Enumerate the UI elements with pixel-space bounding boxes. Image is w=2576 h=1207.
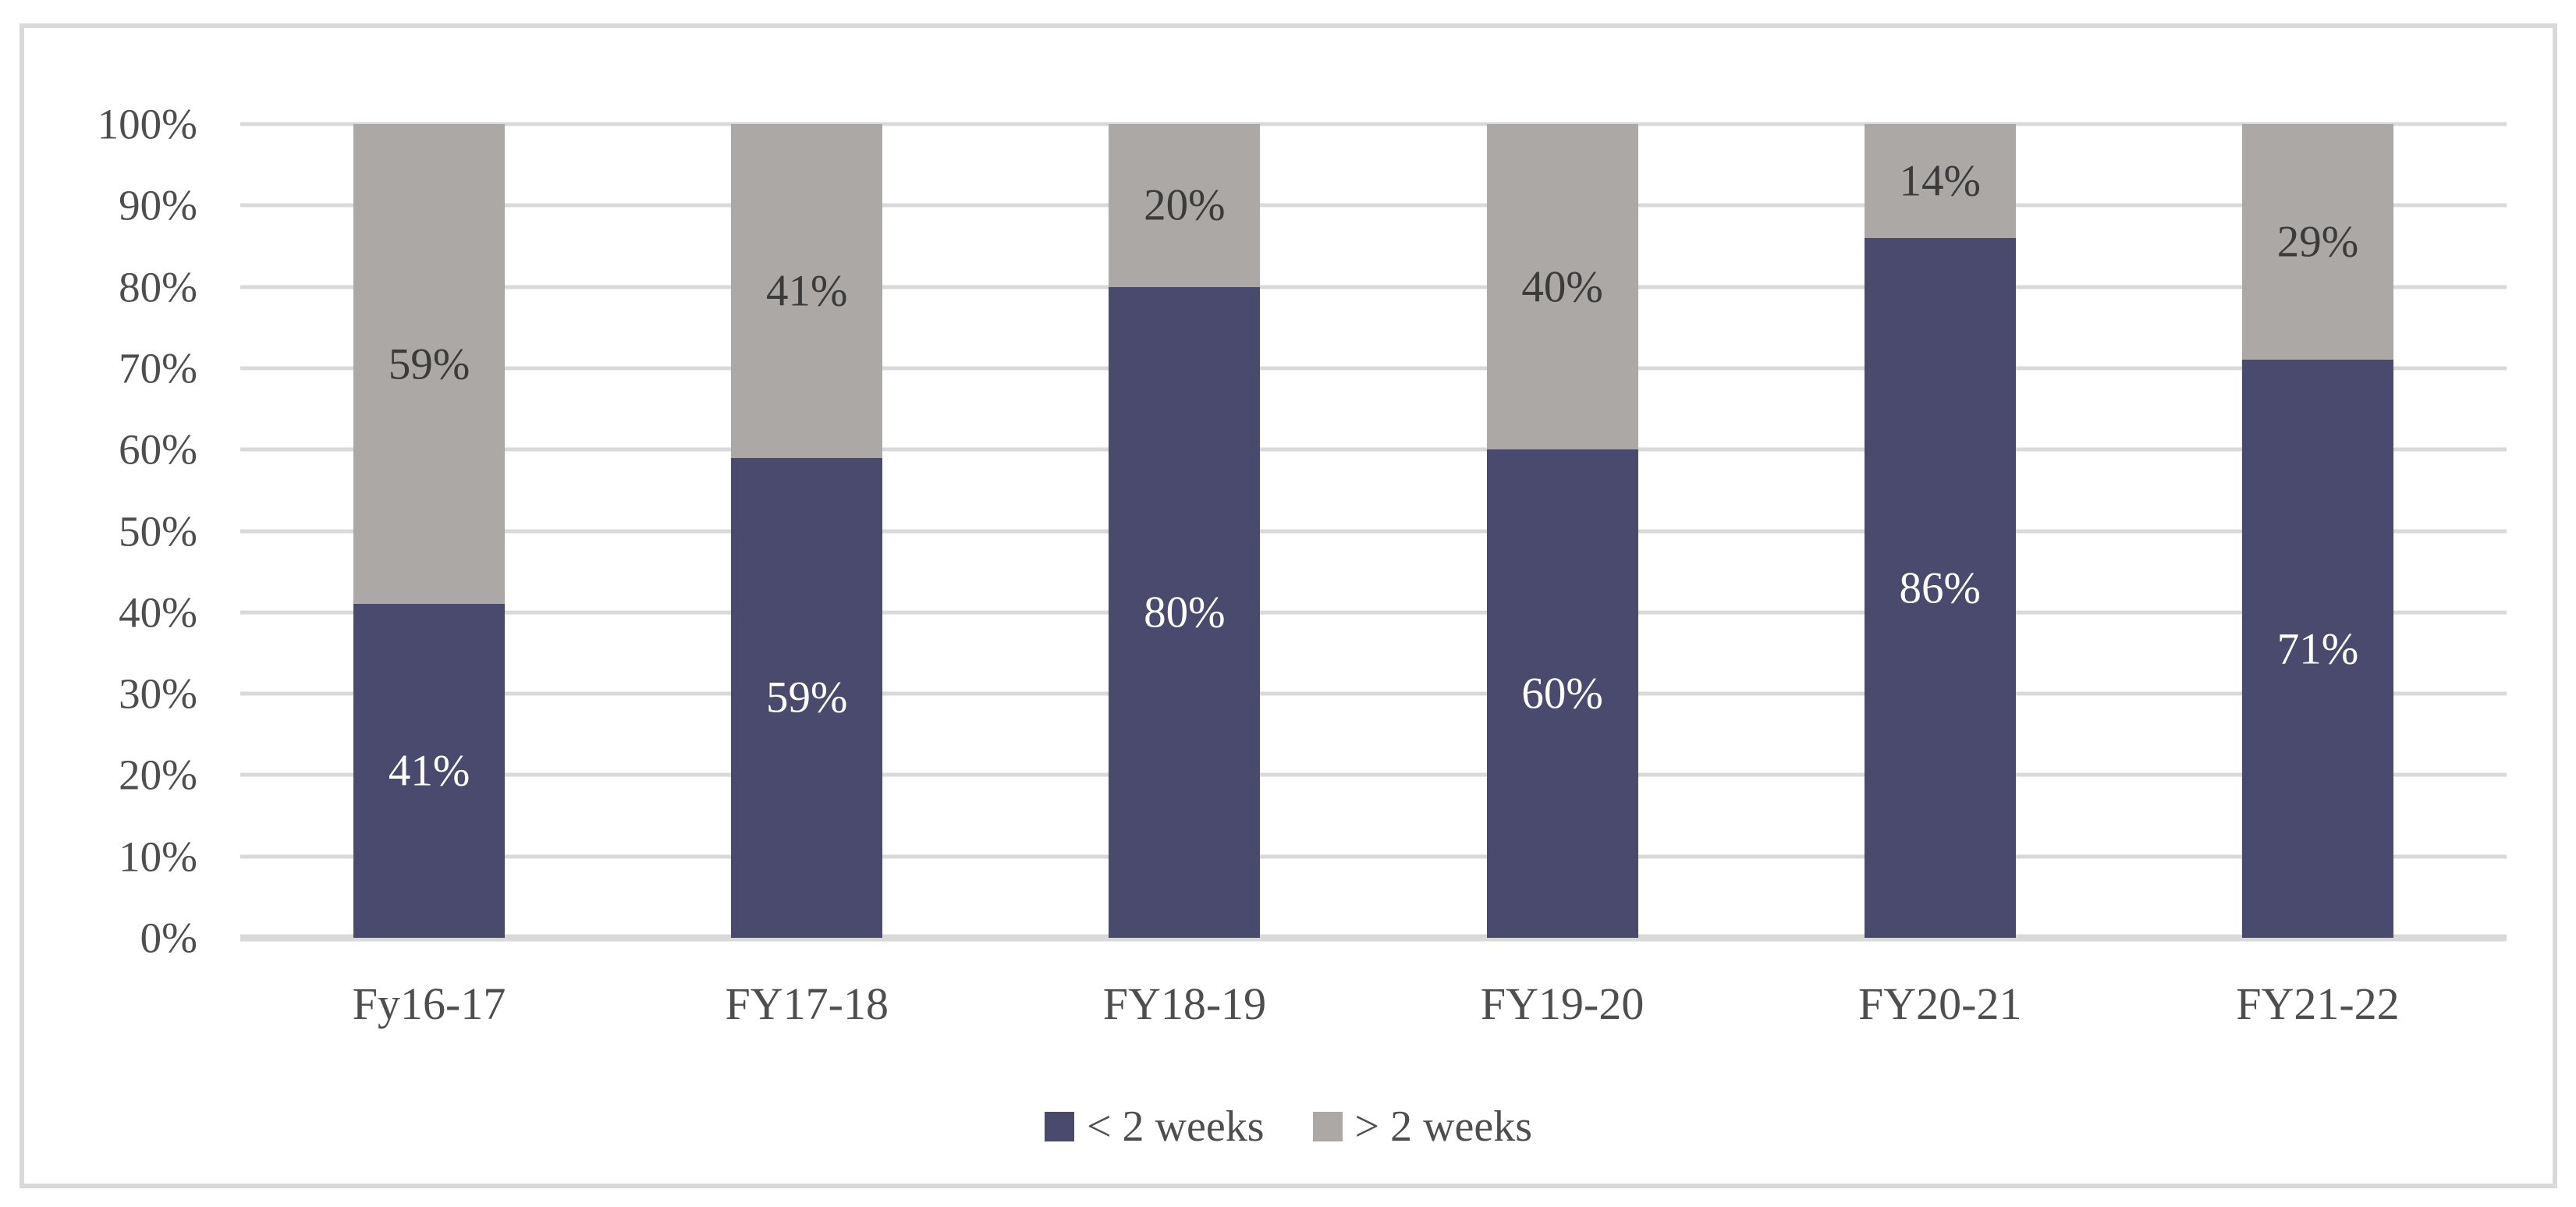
- legend-label: > 2 weeks: [1354, 1102, 1533, 1151]
- x-axis-category-label: FY17-18: [725, 978, 889, 1029]
- y-axis-tick-label: 40%: [119, 588, 197, 637]
- data-label: 14%: [1899, 156, 1981, 206]
- legend-item-gt-2-weeks: > 2 weeks: [1312, 1102, 1533, 1151]
- stacked-bar-fy19-20: 60% 40%: [1486, 124, 1638, 938]
- gridline: [240, 529, 2507, 533]
- segment-gt-2-weeks: 20%: [1109, 124, 1261, 287]
- legend-swatch-icon: [1312, 1112, 1343, 1141]
- x-axis-category-label: FY19-20: [1480, 978, 1645, 1029]
- data-label: 86%: [1899, 563, 1981, 613]
- gridline: [240, 447, 2507, 452]
- chart-frame-border: 0% 10% 20% 30% 40% 50% 60% 70% 80% 90% 100% 41% 59%…: [20, 23, 2557, 1188]
- y-axis-tick-label: 0%: [140, 914, 197, 962]
- plot-area: 41% 59% 59% 41% 80% 20% 60% 40% 86% 14% 71% 29%: [240, 122, 2507, 942]
- data-label: 20%: [1144, 180, 1226, 230]
- gridline: [240, 285, 2507, 289]
- segment-lt-2-weeks: 80%: [1109, 286, 1261, 938]
- segment-gt-2-weeks: 14%: [1864, 124, 2016, 239]
- legend: < 2 weeks > 2 weeks: [24, 1105, 2553, 1148]
- data-label: 59%: [766, 673, 848, 722]
- y-axis-tick-label: 20%: [119, 751, 197, 799]
- bar-slot-fy20-21: 86% 14%: [1751, 124, 2129, 938]
- stacked-bar-fy16-17: 41% 59%: [353, 124, 506, 938]
- segment-lt-2-weeks: 71%: [2241, 360, 2393, 938]
- y-axis-tick-label: 30%: [119, 669, 197, 718]
- segment-gt-2-weeks: 40%: [1486, 124, 1638, 450]
- segment-gt-2-weeks: 29%: [2241, 124, 2393, 360]
- gridline: [240, 854, 2507, 859]
- y-axis-tick-label: 100%: [97, 100, 197, 148]
- stacked-bar-fy18-19: 80% 20%: [1109, 124, 1261, 938]
- bars-layer: 41% 59% 59% 41% 80% 20% 60% 40% 86% 14% 71% 29%: [240, 124, 2507, 938]
- gridline: [240, 366, 2507, 371]
- gridline: [240, 691, 2507, 696]
- gridline: [240, 610, 2507, 615]
- stacked-bar-fy21-22: 71% 29%: [2241, 124, 2393, 938]
- legend-label: < 2 weeks: [1086, 1102, 1265, 1151]
- stacked-bar-fy17-18: 59% 41%: [731, 124, 883, 938]
- bar-slot-fy17-18: 59% 41%: [618, 124, 995, 938]
- y-axis-tick-label: 10%: [119, 832, 197, 881]
- data-label: 41%: [766, 266, 848, 316]
- y-axis-tick-label: 90%: [119, 181, 197, 229]
- stacked-bar-fy20-21: 86% 14%: [1864, 124, 2016, 938]
- segment-lt-2-weeks: 59%: [731, 457, 883, 938]
- bar-slot-fy19-20: 60% 40%: [1374, 124, 1751, 938]
- segment-lt-2-weeks: 86%: [1864, 238, 2016, 938]
- x-axis-category-label: Fy16-17: [352, 978, 506, 1029]
- y-axis-tick-label: 50%: [119, 507, 197, 555]
- data-label: 29%: [2276, 217, 2359, 267]
- y-axis-tick-label: 80%: [119, 263, 197, 311]
- segment-gt-2-weeks: 41%: [731, 124, 883, 458]
- x-axis-category-label: FY18-19: [1102, 978, 1267, 1029]
- segment-lt-2-weeks: 41%: [353, 604, 506, 938]
- data-label: 80%: [1144, 588, 1226, 637]
- gridline: [240, 122, 2507, 126]
- y-axis: 0% 10% 20% 30% 40% 50% 60% 70% 80% 90% 100%: [24, 103, 197, 960]
- y-axis-tick-label: 70%: [119, 344, 197, 392]
- segment-gt-2-weeks: 59%: [353, 124, 506, 605]
- x-axis: Fy16-17 FY17-18 FY18-19 FY19-20 FY20-21 FY21-…: [240, 982, 2507, 1027]
- gridline: [240, 772, 2507, 777]
- x-axis-category-label: FY21-22: [2236, 978, 2400, 1029]
- data-label: 41%: [388, 746, 470, 796]
- gridline: [240, 203, 2507, 208]
- data-label: 59%: [388, 339, 470, 389]
- data-label: 60%: [1521, 669, 1603, 719]
- bar-slot-fy18-19: 80% 20%: [995, 124, 1373, 938]
- y-axis-tick-label: 60%: [119, 425, 197, 474]
- legend-item-lt-2-weeks: < 2 weeks: [1044, 1102, 1265, 1151]
- data-label: 40%: [1521, 262, 1603, 312]
- data-label: 71%: [2276, 624, 2359, 674]
- x-axis-baseline: [240, 934, 2507, 942]
- x-axis-category-label: FY20-21: [1858, 978, 2022, 1029]
- bar-slot-fy21-22: 71% 29%: [2129, 124, 2507, 938]
- legend-swatch-icon: [1044, 1112, 1074, 1141]
- segment-lt-2-weeks: 60%: [1486, 449, 1638, 938]
- bar-slot-fy16-17: 41% 59%: [240, 124, 618, 938]
